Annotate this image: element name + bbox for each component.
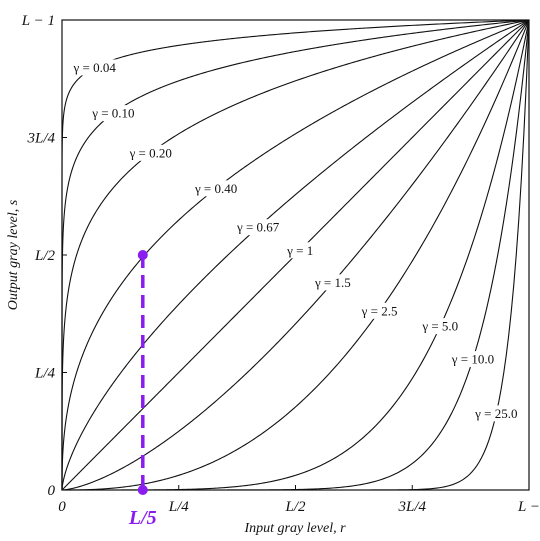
gamma-curve [61,19,530,490]
y-ticks: 0 L/4 L/2 3L/4 L − 1 [21,13,67,499]
y-tick-label: L/4 [34,366,56,382]
y-tick-label: 0 [48,483,56,499]
y-tick-label: 3L/4 [26,131,55,147]
curve-label-background [414,318,466,335]
curve-label: γ = 2.5 [361,303,398,318]
curve-label-background [444,351,502,368]
x-tick-label: L/2 [284,499,306,515]
y-tick-label: L/2 [34,248,56,264]
curve-label-group: γ = 0.04 [66,59,124,76]
x-tick-label: 0 [58,499,66,515]
x-ticks: 0 L/4 L/2 3L/4 L − [58,485,540,515]
curve-label-group: γ = 1 [281,242,320,259]
gamma-curve [61,19,530,491]
curve-label-group: γ = 0.20 [122,144,180,161]
curve-label: γ = 25.0 [474,406,517,421]
curve-label: γ = 10.0 [451,352,494,367]
curve-label-group: γ = 25.0 [467,405,525,422]
annotation-layer: L/5 [128,250,157,529]
curve-label-background [187,180,245,197]
curve-label: γ = 0.40 [194,181,237,196]
curve-label: γ = 0.67 [236,220,280,235]
curve-label: γ = 5.0 [421,319,458,334]
curve-label-group: γ = 2.5 [354,302,405,319]
gamma-curve [61,19,530,490]
x-tick-label: L/4 [168,499,190,515]
curve-label-background [122,144,180,161]
curve-label: γ = 0.20 [129,145,172,160]
curve-label-group: γ = 10.0 [444,351,502,368]
annotation-label: L/5 [128,507,157,529]
gamma-curve [62,19,530,491]
curve-label-background [66,59,124,76]
curve-label-background [281,242,320,259]
curve-label: γ = 1.5 [314,275,351,290]
curve-label-background [307,274,359,291]
gamma-curve [61,19,530,490]
x-tick-label: 3L/4 [397,499,426,515]
annotation-top-point [137,250,148,260]
curve-label-background [467,405,525,422]
curve-label: γ = 0.04 [73,60,117,75]
curve-label-group: γ = 0.40 [187,180,245,197]
gamma-curve [61,19,530,490]
curve-label-group: γ = 5.0 [414,318,466,335]
annotation-bottom-point [137,485,148,495]
curve-label-group: γ = 0.67 [229,219,287,236]
curve-label-background [84,105,142,122]
curve-labels-layer: γ = 0.04 γ = 0.10 γ = 0.20 γ = 0.40 γ = 0.67… [66,59,525,422]
curve-label: γ = 0.10 [91,106,134,121]
gamma-curve [61,19,530,490]
x-axis-label: Input gray level, r [243,521,346,536]
x-tick-label: L − [517,499,540,515]
y-tick-label: L − 1 [21,13,55,29]
curve-label: γ = 1 [286,243,313,258]
y-axis-label: Output gray level, s [6,199,21,310]
curve-label-group: γ = 1.5 [307,274,359,291]
curve-label-background [229,219,287,236]
curve-label-group: γ = 0.10 [84,105,142,122]
curve-label-background [354,302,405,319]
